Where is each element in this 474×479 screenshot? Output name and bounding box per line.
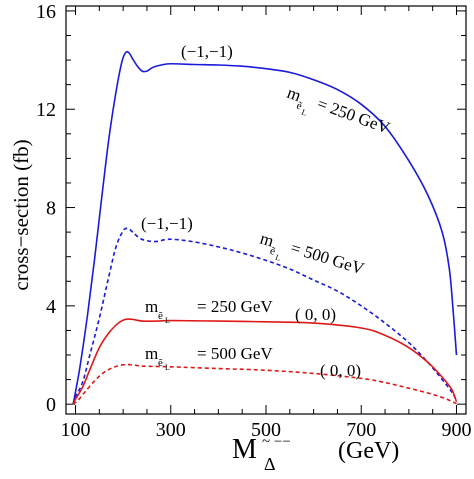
tick-labels: 100 300 500 700 900 0 4 8 12 16: [36, 1, 471, 441]
y-tick-label: 12: [36, 99, 56, 121]
y-tick-label: 8: [46, 198, 56, 220]
annotation-mass-value: = 250 GeV: [315, 94, 393, 138]
annotation-mass-symbol: m: [285, 83, 304, 105]
y-axis-title: cross−section (fb): [9, 139, 33, 290]
x-axis-title-unit: (GeV): [338, 438, 399, 464]
annotation-mass-sub: ẽ: [158, 357, 163, 369]
annotation-red-solid-mass: m ẽ L = 250 GeV: [145, 297, 273, 325]
annotation-mass-sub: ẽ: [269, 245, 277, 258]
annotation-top-blue-helicity: (−1,−1): [181, 42, 233, 61]
series-line-3: [72, 363, 457, 405]
x-tick-label: 900: [441, 419, 471, 441]
annotation-mass-symbol: m: [145, 344, 158, 363]
x-tick-label: 300: [156, 419, 186, 441]
series-group: [72, 50, 458, 405]
y-tick-label: 4: [46, 296, 56, 318]
x-tick-label: 100: [61, 419, 91, 441]
x-axis-title-sub: Δ: [264, 454, 276, 474]
annotation-mass-sub: ẽ: [158, 310, 163, 322]
y-tick-label: 0: [46, 394, 56, 416]
y-tick-label: 16: [36, 1, 56, 23]
x-axis-title-sup: ~ −−: [262, 434, 291, 450]
annotation-mass-value: = 500 GeV: [288, 238, 367, 279]
series-line-2: [72, 318, 458, 405]
axis-ticks: [66, 6, 466, 414]
annotation-mass-subsub: L: [165, 363, 170, 372]
annotation-red-dashed-mass: m ẽ L = 500 GeV: [145, 344, 273, 372]
annotation-mass-value: = 250 GeV: [197, 297, 273, 316]
annotation-mass-subsub: L: [274, 253, 281, 263]
x-axis-title-main: M: [232, 434, 257, 465]
annotation-red-solid-helicity: ( 0, 0): [295, 305, 336, 324]
annotation-dashed-blue-helicity: (−1,−1): [141, 214, 193, 233]
x-tick-label: 700: [346, 419, 376, 441]
annotation-mass-subsub: L: [300, 108, 308, 118]
series-line-0: [72, 50, 458, 405]
annotation-mass-symbol: m: [145, 297, 158, 316]
annotation-blue-solid-mass: m ẽ L = 250 GeV: [285, 83, 393, 138]
annotation-mass-value: = 500 GeV: [197, 344, 273, 363]
series-line-1: [72, 227, 458, 405]
annotation-mass-subsub: L: [165, 316, 170, 325]
annotation-mass-sub: ẽ: [295, 100, 304, 113]
x-tick-label: 500: [251, 419, 281, 441]
annotation-mass-symbol: m: [258, 229, 276, 251]
annotation-red-dashed-helicity: ( 0, 0): [320, 361, 361, 380]
